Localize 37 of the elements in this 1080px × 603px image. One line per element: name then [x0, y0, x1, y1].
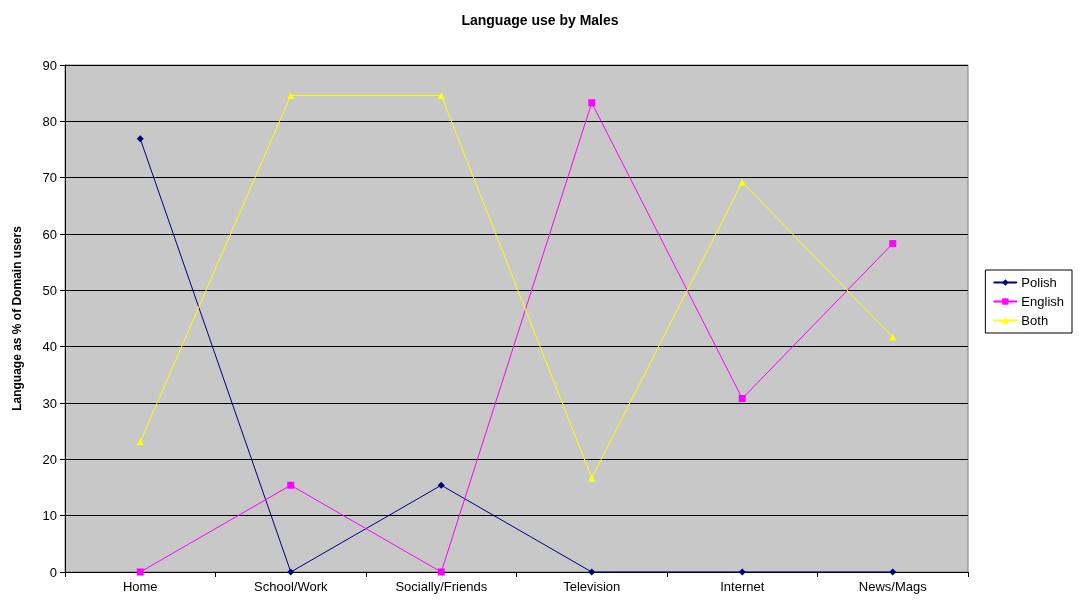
point [738, 394, 746, 402]
y-axis-title: Language as % of Domain users [10, 225, 24, 411]
point [889, 333, 897, 341]
x-tick-label: Internet [720, 579, 765, 594]
chart-title: Language use by Males [461, 12, 619, 28]
point [588, 99, 596, 107]
point [889, 240, 897, 248]
y-tick-label: 10 [42, 508, 57, 524]
legend-label: English [1021, 294, 1064, 309]
y-tick-label: 50 [42, 282, 57, 298]
x-tick-label: Socially/Friends [395, 579, 488, 594]
y-tick-label: 70 [42, 170, 57, 186]
point [738, 568, 746, 576]
point [287, 568, 295, 576]
point [287, 91, 295, 99]
legend-label: Both [1021, 313, 1049, 328]
point [738, 178, 746, 186]
point [136, 135, 144, 143]
point [136, 568, 144, 576]
point [588, 568, 596, 576]
point [437, 481, 445, 489]
y-tick-label: 90 [42, 57, 57, 73]
point [437, 91, 445, 99]
y-tick-label: 30 [42, 395, 57, 411]
y-tick-label: 60 [42, 226, 57, 242]
y-tick-label: 20 [42, 451, 57, 467]
legend-label: Polish [1021, 275, 1057, 290]
x-tick-label: Television [563, 579, 621, 594]
y-tick-label: 80 [42, 113, 57, 129]
y-tick-label: 0 [49, 564, 57, 580]
x-tick-label: School/Work [254, 579, 328, 594]
point [287, 481, 295, 489]
x-tick-label: Home [122, 579, 158, 594]
point [889, 568, 897, 576]
point [437, 568, 445, 576]
y-tick-label: 40 [42, 339, 57, 355]
x-tick-label: News/Mags [858, 579, 928, 594]
